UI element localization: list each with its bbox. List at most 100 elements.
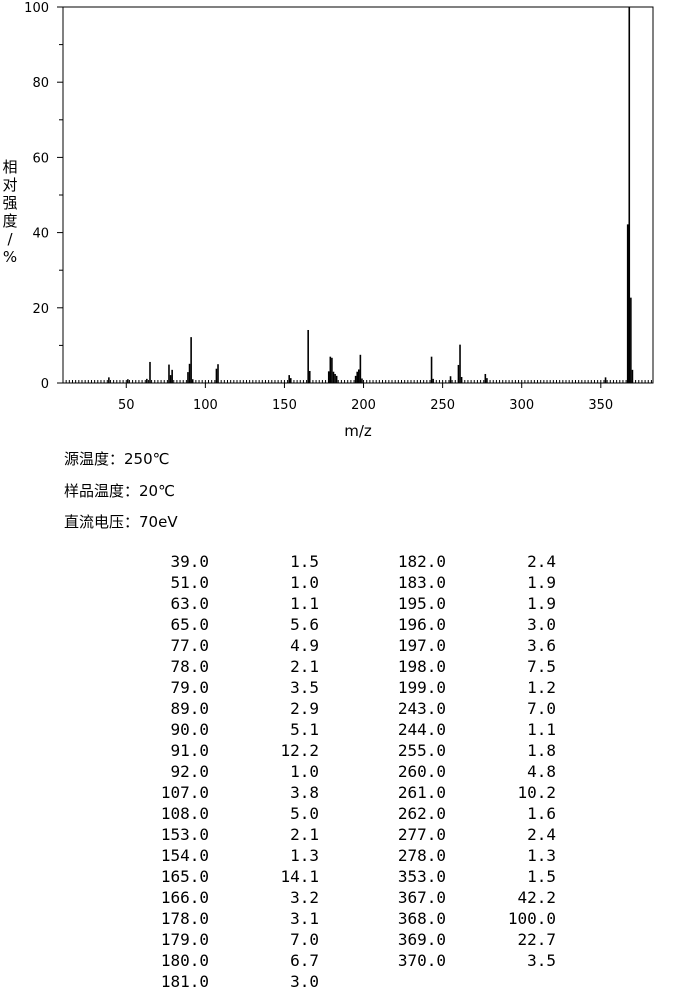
mass-spectrum-chart: 50 100 150 200 250 300 350 0 20 40 60 80 100 m/z: [24, 1, 654, 440]
table-row: 179.0 7.0: [130, 929, 319, 950]
peak-intensity-value: 7.0: [290, 930, 319, 949]
table-row: 79.0 3.5: [130, 677, 319, 698]
y-tick-label: 100: [24, 1, 49, 16]
peak-intensity-value: 1.0: [290, 762, 319, 781]
peak-mz-value: 107.0: [160, 783, 209, 802]
peak-intensity-value: 42.2: [517, 888, 556, 907]
peak-intensity-value: 5.1: [290, 720, 319, 739]
peak-mz-value: 91.0: [170, 741, 209, 760]
x-tick-label: 250: [430, 398, 455, 413]
peak-mz-value: 92.0: [170, 762, 209, 781]
peak-mz-value: 262.0: [397, 804, 446, 823]
peak-mz-value: 79.0: [170, 678, 209, 697]
table-row: 92.0 1.0: [130, 761, 319, 782]
table-row: 353.0 1.5: [370, 866, 556, 887]
peak-intensity-value: 3.1: [290, 909, 319, 928]
table-row: 89.0 2.9: [130, 698, 319, 719]
peak-intensity-value: 1.0: [290, 573, 319, 592]
table-row: 183.0 1.9: [370, 572, 556, 593]
table-row: 198.0 7.5: [370, 656, 556, 677]
peak-intensity-value: 100.0: [507, 909, 556, 928]
peak-intensity-value: 3.0: [527, 615, 556, 634]
table-row: 39.0 1.5: [130, 551, 319, 572]
peak-mz-value: 182.0: [397, 552, 446, 571]
peak-table-right: 182.0 2.4 183.0 1.9 195.0 1.9 196.0 3.0 197.0 3.6…: [370, 551, 556, 971]
peak-intensity-value: 14.1: [280, 867, 319, 886]
table-row: 244.0 1.1: [370, 719, 556, 740]
peak-mz-value: 65.0: [170, 615, 209, 634]
table-row: 51.0 1.0: [130, 572, 319, 593]
table-row: 77.0 4.9: [130, 635, 319, 656]
peak-intensity-value: 2.4: [527, 825, 556, 844]
table-row: 166.0 3.2: [130, 887, 319, 908]
table-row: 182.0 2.4: [370, 551, 556, 572]
y-tick-label: 80: [32, 76, 49, 91]
source-temperature: 源温度：250℃: [64, 450, 170, 468]
peak-intensity-value: 3.6: [527, 636, 556, 655]
table-row: 261.0 10.2: [370, 782, 556, 803]
peak-mz-value: 196.0: [397, 615, 446, 634]
x-tick-label: 300: [509, 398, 534, 413]
peak-intensity-value: 7.5: [527, 657, 556, 676]
peak-intensity-value: 1.3: [527, 846, 556, 865]
peak-intensity-value: 1.6: [527, 804, 556, 823]
peak-mz-value: 77.0: [170, 636, 209, 655]
x-tick-label: 50: [118, 398, 135, 413]
x-tick-label: 100: [193, 398, 218, 413]
peak-intensity-value: 2.4: [527, 552, 556, 571]
x-tick-label: 150: [272, 398, 297, 413]
table-row: 181.0 3.0: [130, 971, 319, 992]
peak-intensity-value: 4.9: [290, 636, 319, 655]
table-row: 90.0 5.1: [130, 719, 319, 740]
peak-intensity-value: 2.9: [290, 699, 319, 718]
peak-intensity-value: 1.1: [290, 594, 319, 613]
peak-intensity-value: 1.2: [527, 678, 556, 697]
peak-mz-value: 179.0: [160, 930, 209, 949]
peak-mz-value: 90.0: [170, 720, 209, 739]
peak-mz-value: 180.0: [160, 951, 209, 970]
peak-intensity-value: 5.0: [290, 804, 319, 823]
table-row: 262.0 1.6: [370, 803, 556, 824]
peak-intensity-value: 12.2: [280, 741, 319, 760]
x-tick-label: 200: [351, 398, 376, 413]
peak-mz-value: 260.0: [397, 762, 446, 781]
y-tick-label: 40: [32, 227, 49, 242]
peak-mz-value: 277.0: [397, 825, 446, 844]
table-row: 195.0 1.9: [370, 593, 556, 614]
x-axis: 50 100 150 200 250 300 350: [118, 383, 613, 413]
table-row: 199.0 1.2: [370, 677, 556, 698]
y-axis-title-char: 对: [2, 176, 18, 194]
peak-intensity-value: 3.0: [290, 972, 319, 991]
peak-mz-value: 195.0: [397, 594, 446, 613]
peak-intensity-value: 3.8: [290, 783, 319, 802]
peak-mz-value: 197.0: [397, 636, 446, 655]
peak-mz-value: 63.0: [170, 594, 209, 613]
table-row: 278.0 1.3: [370, 845, 556, 866]
y-axis-title-char: %: [2, 248, 18, 266]
peak-intensity-value: 1.5: [290, 552, 319, 571]
y-axis-title-char: /: [7, 230, 13, 248]
peak-mz-value: 89.0: [170, 699, 209, 718]
peak-intensity-value: 1.9: [527, 573, 556, 592]
y-tick-label: 0: [41, 377, 49, 392]
peak-intensity-value: 22.7: [517, 930, 556, 949]
table-row: 370.0 3.5: [370, 950, 556, 971]
peak-intensity-value: 10.2: [517, 783, 556, 802]
peak-bars: [108, 7, 634, 383]
peak-intensity-value: 3.2: [290, 888, 319, 907]
peak-mz-value: 370.0: [397, 951, 446, 970]
peak-intensity-value: 1.5: [527, 867, 556, 886]
peak-intensity-value: 6.7: [290, 951, 319, 970]
y-axis: 0 20 40 60 80 100: [24, 1, 63, 392]
table-row: 154.0 1.3: [130, 845, 319, 866]
peak-mz-value: 261.0: [397, 783, 446, 802]
peak-mz-value: 255.0: [397, 741, 446, 760]
peak-mz-value: 181.0: [160, 972, 209, 991]
peak-mz-value: 243.0: [397, 699, 446, 718]
table-row: 108.0 5.0: [130, 803, 319, 824]
table-row: 178.0 3.1: [130, 908, 319, 929]
peak-intensity-value: 5.6: [290, 615, 319, 634]
y-tick-label: 60: [32, 151, 49, 166]
table-row: 255.0 1.8: [370, 740, 556, 761]
table-row: 367.0 42.2: [370, 887, 556, 908]
